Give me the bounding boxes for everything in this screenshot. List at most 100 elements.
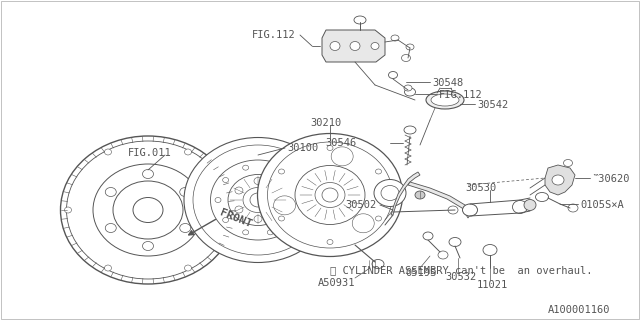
Text: 30532: 30532	[445, 272, 476, 282]
Ellipse shape	[184, 265, 191, 271]
Ellipse shape	[257, 133, 403, 257]
Ellipse shape	[401, 54, 410, 61]
Ellipse shape	[143, 170, 154, 179]
Ellipse shape	[404, 88, 415, 96]
Ellipse shape	[278, 169, 285, 174]
Ellipse shape	[254, 178, 262, 185]
Ellipse shape	[327, 146, 333, 150]
Ellipse shape	[404, 85, 412, 91]
Polygon shape	[322, 30, 385, 62]
Text: 0105S×A: 0105S×A	[580, 200, 624, 210]
Ellipse shape	[463, 204, 477, 216]
Ellipse shape	[211, 160, 305, 240]
Ellipse shape	[372, 260, 384, 268]
Text: 30210: 30210	[310, 118, 341, 128]
Ellipse shape	[228, 174, 288, 226]
Ellipse shape	[268, 142, 392, 248]
Polygon shape	[391, 172, 420, 215]
Ellipse shape	[352, 214, 374, 233]
Text: 30530: 30530	[465, 183, 496, 193]
Text: 30546: 30546	[325, 138, 356, 148]
Ellipse shape	[273, 206, 281, 213]
Ellipse shape	[552, 175, 564, 185]
Ellipse shape	[330, 42, 340, 51]
Text: FIG.011: FIG.011	[128, 148, 172, 158]
Ellipse shape	[524, 199, 536, 211]
Ellipse shape	[184, 149, 191, 155]
Ellipse shape	[225, 207, 232, 213]
Ellipse shape	[133, 197, 163, 222]
Ellipse shape	[376, 169, 381, 174]
Ellipse shape	[180, 188, 191, 196]
Ellipse shape	[143, 242, 154, 251]
Ellipse shape	[513, 201, 527, 213]
Text: FRONT: FRONT	[218, 208, 253, 230]
Text: 30502: 30502	[345, 200, 376, 210]
Ellipse shape	[104, 265, 111, 271]
Ellipse shape	[273, 187, 281, 194]
Ellipse shape	[404, 126, 416, 134]
Ellipse shape	[65, 207, 72, 213]
Ellipse shape	[391, 35, 399, 41]
Ellipse shape	[105, 223, 116, 233]
Ellipse shape	[223, 178, 228, 182]
Ellipse shape	[415, 191, 425, 199]
Ellipse shape	[381, 186, 399, 201]
Text: 0519S: 0519S	[405, 268, 436, 278]
Ellipse shape	[67, 141, 230, 279]
Text: ‷30620: ‷30620	[592, 174, 630, 184]
Text: A100001160: A100001160	[547, 305, 610, 315]
Ellipse shape	[61, 136, 236, 284]
Polygon shape	[545, 165, 575, 195]
Ellipse shape	[254, 215, 262, 222]
Ellipse shape	[287, 218, 293, 222]
Ellipse shape	[243, 230, 248, 235]
Text: FIG.112: FIG.112	[252, 30, 296, 40]
Ellipse shape	[295, 165, 365, 225]
Ellipse shape	[243, 188, 273, 212]
Ellipse shape	[423, 232, 433, 240]
Ellipse shape	[371, 43, 379, 50]
Ellipse shape	[295, 197, 301, 203]
Ellipse shape	[322, 188, 338, 202]
Ellipse shape	[104, 149, 111, 155]
Ellipse shape	[268, 165, 273, 170]
Text: ※ CYLINDER ASSEMBRY can't be  an overhaul.: ※ CYLINDER ASSEMBRY can't be an overhaul…	[330, 265, 593, 275]
Ellipse shape	[193, 145, 323, 255]
Ellipse shape	[568, 204, 578, 212]
Ellipse shape	[536, 193, 548, 202]
Text: 30100: 30100	[287, 143, 318, 153]
Ellipse shape	[563, 159, 573, 166]
Ellipse shape	[180, 223, 191, 233]
Ellipse shape	[278, 216, 285, 221]
Ellipse shape	[268, 230, 273, 235]
Ellipse shape	[449, 237, 461, 246]
Ellipse shape	[438, 251, 448, 259]
Ellipse shape	[274, 196, 296, 215]
Ellipse shape	[215, 197, 221, 203]
Ellipse shape	[426, 91, 464, 109]
Ellipse shape	[93, 164, 203, 256]
Ellipse shape	[327, 239, 333, 244]
Text: A50931: A50931	[318, 278, 355, 288]
Text: FIG.112: FIG.112	[439, 90, 483, 100]
Ellipse shape	[354, 16, 366, 24]
Ellipse shape	[315, 182, 345, 207]
Ellipse shape	[331, 147, 353, 166]
Ellipse shape	[483, 244, 497, 255]
Ellipse shape	[184, 138, 332, 262]
Polygon shape	[408, 182, 470, 218]
Text: 11021: 11021	[477, 280, 508, 290]
Ellipse shape	[350, 42, 360, 51]
Ellipse shape	[113, 181, 183, 239]
Ellipse shape	[235, 206, 243, 213]
Ellipse shape	[287, 178, 293, 182]
Ellipse shape	[448, 206, 458, 214]
Text: 30548: 30548	[432, 78, 463, 88]
Ellipse shape	[406, 44, 414, 50]
Ellipse shape	[376, 216, 381, 221]
Ellipse shape	[243, 165, 248, 170]
Ellipse shape	[250, 193, 266, 207]
Ellipse shape	[388, 71, 397, 78]
Ellipse shape	[235, 187, 243, 194]
